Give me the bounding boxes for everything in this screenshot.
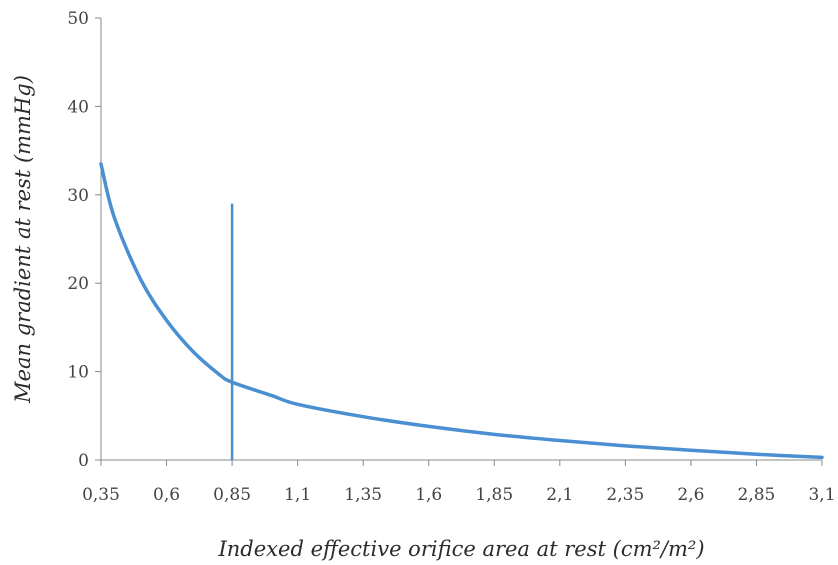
x-tick-label: 2,6 bbox=[677, 485, 704, 505]
x-tick-label: 3,1 bbox=[808, 485, 835, 505]
x-tick-label: 2,1 bbox=[546, 485, 573, 505]
y-tick-label: 10 bbox=[67, 363, 89, 383]
x-tick-label: 1,1 bbox=[284, 485, 311, 505]
x-tick-label: 2,35 bbox=[606, 485, 644, 505]
x-tick-label: 0,35 bbox=[82, 485, 120, 505]
x-tick-label: 1,85 bbox=[475, 485, 513, 505]
series-layer bbox=[99, 162, 824, 460]
x-tick-label: 0,6 bbox=[153, 485, 180, 505]
x-ticks: 0,35 0,6 0,85 1,1 1,35 1,6 1,85 2,1 2,35 2,6 2,85 3… bbox=[82, 460, 836, 505]
y-tick-label: 30 bbox=[67, 186, 89, 206]
y-axis-title: Mean gradient at rest (mmHg) bbox=[11, 75, 35, 404]
axes bbox=[100, 18, 822, 461]
y-ticks: 0 10 20 30 40 50 bbox=[67, 9, 101, 471]
x-tick-label: 1,35 bbox=[344, 485, 382, 505]
y-tick-label: 0 bbox=[78, 451, 89, 471]
y-tick-label: 20 bbox=[67, 274, 89, 294]
x-tick-label: 1,6 bbox=[415, 485, 442, 505]
x-axis-title: Indexed effective orifice area at rest (… bbox=[217, 537, 704, 561]
series-line bbox=[99, 162, 824, 460]
y-tick-label: 50 bbox=[67, 9, 89, 29]
y-tick-label: 40 bbox=[67, 97, 89, 117]
x-tick-label: 2,85 bbox=[738, 485, 776, 505]
x-tick-label: 0,85 bbox=[213, 485, 251, 505]
